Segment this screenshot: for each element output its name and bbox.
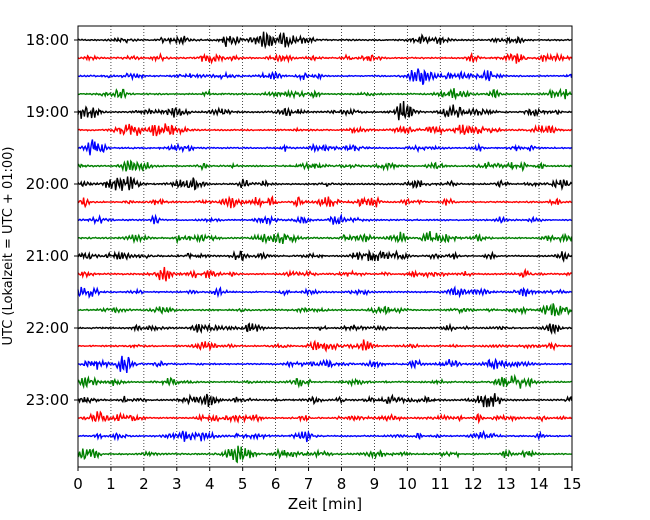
x-tick-label: 11: [431, 475, 450, 493]
x-axis-label: Zeit [min]: [288, 495, 362, 513]
trace-line: [77, 31, 572, 50]
trace-line: [77, 410, 572, 425]
trace-line: [77, 51, 573, 65]
x-tick-label: 13: [497, 475, 516, 493]
trace-line: [77, 266, 572, 282]
trace-line: [77, 339, 572, 353]
y-tick-label: 18:00: [26, 31, 69, 49]
y-tick-label: 21:00: [26, 247, 69, 265]
trace-line: [77, 322, 572, 336]
x-tick-label: 3: [172, 475, 182, 493]
trace-line: [77, 429, 572, 443]
x-tick-label: 2: [139, 475, 149, 493]
x-axis-ticks: 0 1 2 3 4 5 6 7 8 9 10 11 12 13 14 15: [73, 467, 582, 493]
x-tick-label: 1: [106, 475, 116, 493]
x-tick-label: 7: [304, 475, 314, 493]
trace-line: [77, 445, 572, 464]
x-tick-label: 15: [562, 475, 581, 493]
x-tick-label: 5: [238, 475, 248, 493]
trace-line: [77, 285, 572, 299]
x-tick-label: 12: [464, 475, 483, 493]
y-tick-label: 22:00: [26, 319, 69, 337]
x-tick-label: 14: [530, 475, 549, 493]
x-tick-label: 4: [205, 475, 215, 493]
trace-line: [77, 176, 573, 191]
trace-line: [77, 373, 572, 390]
trace-line: [77, 123, 572, 137]
trace-line: [77, 195, 572, 209]
trace-line: [77, 249, 573, 263]
y-tick-label: 19:00: [26, 103, 69, 121]
x-tick-label: 9: [370, 475, 380, 493]
x-tick-label: 10: [398, 475, 417, 493]
plot-frame: [77, 25, 573, 468]
y-tick-label: 20:00: [26, 175, 69, 193]
x-tick-label: 8: [337, 475, 347, 493]
trace-line: [77, 230, 573, 245]
trace-line: [77, 212, 572, 227]
trace-line: [77, 68, 573, 86]
y-axis-ticks: 18:00 19:00 20:00 21:00 22:00 23:00: [26, 31, 78, 409]
trace-line: [77, 355, 572, 374]
trace-group: [77, 31, 573, 464]
trace-line: [77, 139, 572, 156]
x-tick-label: 0: [73, 475, 83, 493]
trace-line: [77, 159, 573, 173]
trace-line: [77, 87, 572, 101]
trace-line: [77, 303, 573, 317]
y-axis-label: UTC (Lokalzeit = UTC + 01:00): [1, 147, 16, 346]
x-tick-label: 6: [271, 475, 281, 493]
trace-line: [77, 101, 572, 121]
trace-line: [77, 393, 573, 408]
y-tick-label: 23:00: [26, 391, 69, 409]
